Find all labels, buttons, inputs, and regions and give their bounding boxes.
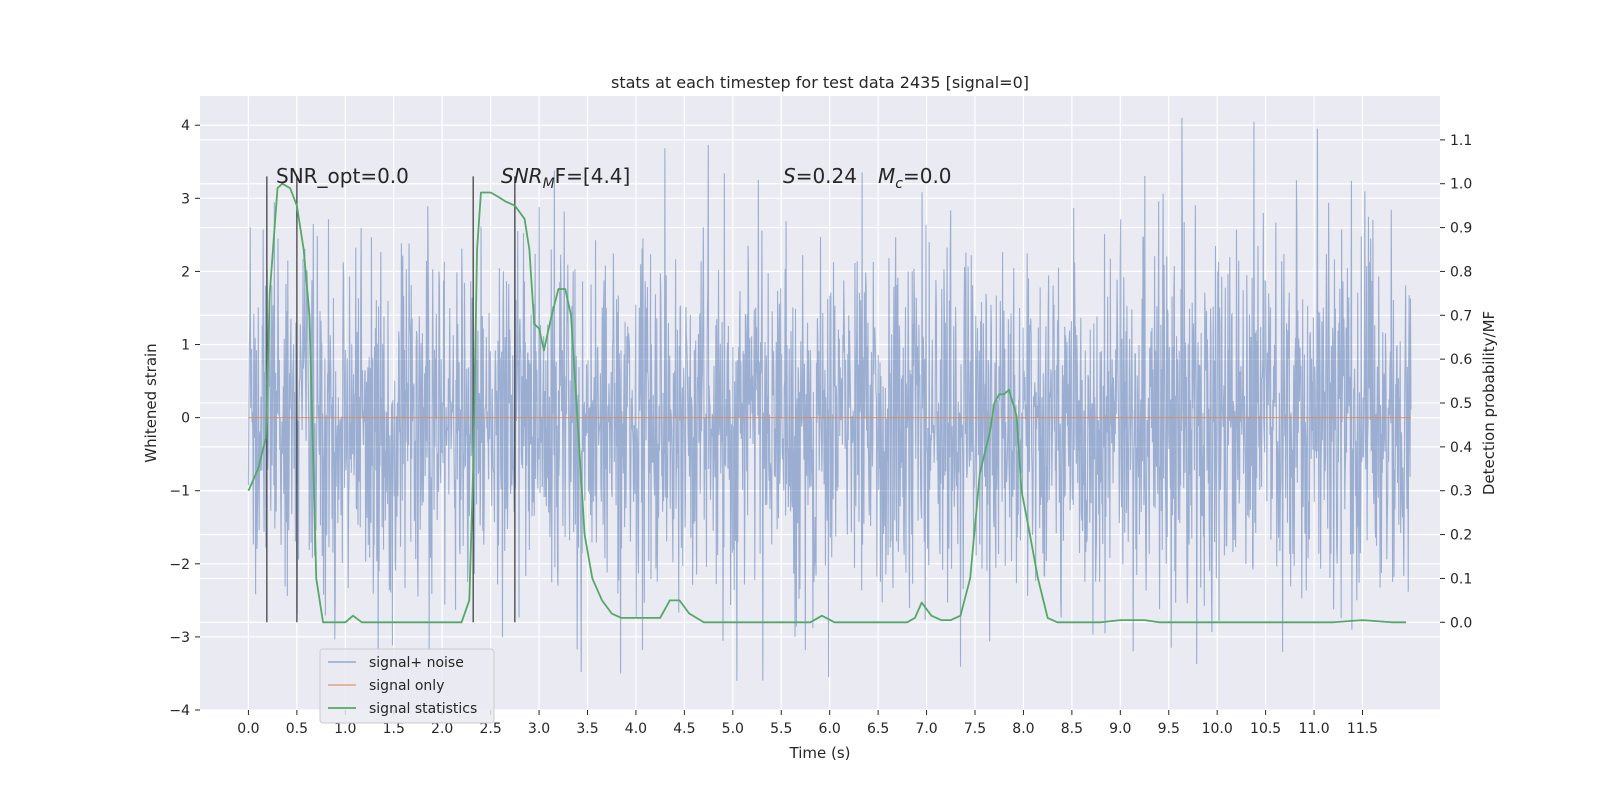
x-tick-label: 10.0 bbox=[1202, 721, 1233, 737]
annotation-snr-mf-main: SNR bbox=[501, 164, 543, 188]
chart-title: stats at each timestep for test data 243… bbox=[611, 73, 1029, 92]
x-tick-label: 6.5 bbox=[867, 721, 889, 737]
annotation-snr-mf-sub: M bbox=[543, 176, 555, 192]
legend: signal+ noise signal only signal statist… bbox=[319, 648, 495, 724]
x-tick-label: 4.0 bbox=[625, 721, 647, 737]
statistics-line bbox=[247, 182, 1407, 624]
x-tick-label: 9.0 bbox=[1109, 721, 1131, 737]
y-tick-label: −2 bbox=[169, 557, 190, 573]
y-right-tick-label: 0.9 bbox=[1450, 221, 1472, 237]
annotations: SNR_opt=0.0 SNRMF=[4.4] S=0.24 Mc=0.0 bbox=[276, 164, 952, 192]
legend-label-signal-only: signal only bbox=[369, 678, 444, 694]
y-tick-label: 0 bbox=[181, 411, 190, 427]
y-right-tick-label: 0.4 bbox=[1450, 440, 1472, 456]
y-tick-label: 4 bbox=[181, 118, 190, 134]
y-right-tick-label: 1.0 bbox=[1450, 177, 1472, 193]
annotation-s: S=0.24 bbox=[783, 164, 857, 188]
annotation-s-var: S bbox=[783, 164, 796, 188]
x-tick-label: 10.5 bbox=[1250, 721, 1281, 737]
annotation-s-value: =0.24 bbox=[796, 164, 857, 188]
y-axis-label: Whitened strain bbox=[142, 343, 160, 462]
legend-label-statistics: signal statistics bbox=[369, 701, 477, 717]
y-tick-label: −4 bbox=[169, 703, 190, 719]
legend-box bbox=[319, 648, 495, 724]
x-tick-label: 7.5 bbox=[964, 721, 986, 737]
y-tick-label: 3 bbox=[181, 191, 190, 207]
x-tick-label: 3.5 bbox=[576, 721, 598, 737]
y-tick-label: −1 bbox=[169, 484, 190, 500]
y-right-tick-label: 0.5 bbox=[1450, 396, 1472, 412]
x-axis: 0.0 0.5 1.0 1.5 2.0 2.5 3.0 3.5 4.0 4.5 5.0 5.5 6.0 6… bbox=[237, 710, 1378, 737]
y-right-tick-label: 0.2 bbox=[1450, 528, 1472, 544]
x-tick-label: 6.0 bbox=[819, 721, 841, 737]
x-tick-label: 8.0 bbox=[1012, 721, 1034, 737]
x-tick-label: 7.0 bbox=[915, 721, 937, 737]
y-axis-right-label: Detection probability/MF bbox=[1480, 311, 1498, 495]
x-tick-label: 3.0 bbox=[528, 721, 550, 737]
y-tick-label: 1 bbox=[181, 338, 190, 354]
annotation-snr-mf-rest: F=[4.4] bbox=[555, 164, 631, 188]
annotation-snr-opt: SNR_opt=0.0 bbox=[276, 164, 409, 188]
x-tick-label: 5.5 bbox=[770, 721, 792, 737]
x-tick-label: 11.5 bbox=[1347, 721, 1378, 737]
y-right-tick-label: 0.8 bbox=[1450, 264, 1472, 280]
x-tick-label: 11.0 bbox=[1298, 721, 1329, 737]
y-tick-label: 2 bbox=[181, 264, 190, 280]
annotation-mc-var: M bbox=[878, 164, 895, 188]
x-axis-label: Time (s) bbox=[789, 744, 851, 762]
y-tick-label: −3 bbox=[169, 630, 190, 646]
y-right-tick-label: 0.0 bbox=[1450, 615, 1472, 631]
x-tick-label: 1.5 bbox=[383, 721, 405, 737]
x-tick-label: 2.5 bbox=[479, 721, 501, 737]
y-right-tick-label: 1.1 bbox=[1450, 133, 1472, 149]
y-axis-left: −4 −3 −2 −1 0 1 2 3 4 bbox=[169, 118, 200, 719]
y-axis-right: 0.0 0.1 0.2 0.3 0.4 0.5 0.6 0.7 0.8 0.9 1.0 1.1 bbox=[1440, 133, 1472, 631]
x-tick-label: 5.0 bbox=[722, 721, 744, 737]
statistics-series bbox=[247, 182, 1407, 624]
y-right-tick-label: 0.3 bbox=[1450, 484, 1472, 500]
noise-line bbox=[247, 117, 1412, 681]
x-tick-label: 8.5 bbox=[1061, 721, 1083, 737]
x-tick-label: 0.5 bbox=[286, 721, 308, 737]
x-tick-label: 0.0 bbox=[237, 721, 259, 737]
annotation-mc-sub: c bbox=[895, 176, 903, 192]
x-tick-label: 4.5 bbox=[673, 721, 695, 737]
annotation-snr-mf: SNRMF=[4.4] bbox=[501, 164, 630, 192]
noise-series bbox=[247, 117, 1412, 681]
x-tick-label: 2.0 bbox=[431, 721, 453, 737]
annotation-mc: Mc=0.0 bbox=[878, 164, 952, 192]
x-tick-label: 9.5 bbox=[1158, 721, 1180, 737]
legend-label-noise: signal+ noise bbox=[369, 655, 464, 671]
y-right-tick-label: 0.6 bbox=[1450, 352, 1472, 368]
annotation-mc-value: =0.0 bbox=[903, 164, 952, 188]
y-right-tick-label: 0.7 bbox=[1450, 308, 1472, 324]
y-right-tick-label: 0.1 bbox=[1450, 571, 1472, 587]
x-tick-label: 1.0 bbox=[334, 721, 356, 737]
